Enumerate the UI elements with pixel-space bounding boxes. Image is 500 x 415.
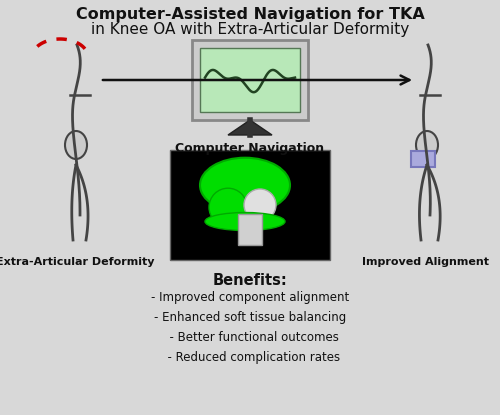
Bar xyxy=(200,48,300,112)
Ellipse shape xyxy=(205,212,285,230)
Ellipse shape xyxy=(65,131,87,159)
Bar xyxy=(170,150,330,260)
Ellipse shape xyxy=(209,188,247,226)
Text: - Better functional outcomes: - Better functional outcomes xyxy=(162,331,338,344)
Text: Computer Navigation: Computer Navigation xyxy=(176,142,324,155)
Ellipse shape xyxy=(200,158,290,213)
Bar xyxy=(192,40,308,120)
Text: - Improved component alignment: - Improved component alignment xyxy=(151,291,349,304)
Bar xyxy=(411,151,435,167)
Bar xyxy=(238,214,262,245)
Text: Benefits:: Benefits: xyxy=(212,273,288,288)
Text: Computer-Assisted Navigation for TKA: Computer-Assisted Navigation for TKA xyxy=(76,7,424,22)
Polygon shape xyxy=(228,120,272,135)
Text: - Reduced complication rates: - Reduced complication rates xyxy=(160,351,340,364)
Ellipse shape xyxy=(244,189,276,221)
Ellipse shape xyxy=(416,131,438,159)
Text: in Knee OA with Extra-Articular Deformity: in Knee OA with Extra-Articular Deformit… xyxy=(91,22,409,37)
Text: - Enhanced soft tissue balancing: - Enhanced soft tissue balancing xyxy=(154,311,346,324)
Text: Improved Alignment: Improved Alignment xyxy=(362,257,488,267)
Text: Extra-Articular Deformity: Extra-Articular Deformity xyxy=(0,257,154,267)
